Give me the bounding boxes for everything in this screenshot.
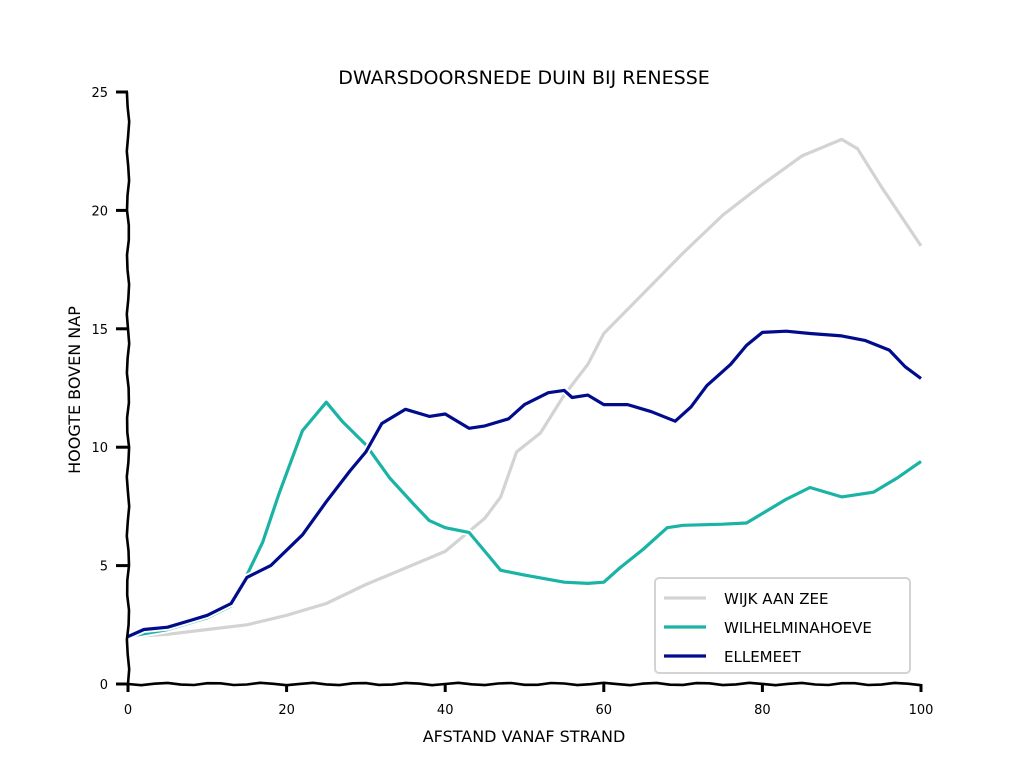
x-tick-label: 60 [596, 703, 613, 718]
x-tick-label: 0 [124, 703, 132, 718]
y-tick-label: 5 [100, 560, 108, 575]
y-tick-label: 10 [91, 441, 108, 456]
y-tick-label: 20 [91, 204, 108, 219]
y-axis-line [125, 91, 131, 685]
y-axis-label: HOOGTE BOVEN NAP [65, 306, 84, 474]
series-line-ellemeet [127, 329, 922, 639]
x-tick-label: 80 [754, 703, 771, 718]
series-layer [126, 135, 924, 641]
legend-label: WILHELMINAHOEVE [724, 619, 872, 637]
x-axis-label: AFSTAND VANAF STRAND [423, 727, 626, 746]
x-tick-label: 40 [437, 703, 454, 718]
legend: WIJK AAN ZEE WILHELMINAHOEVE ELLEMEET [654, 577, 911, 674]
y-tick-label: 25 [91, 86, 108, 101]
series-halo-0 [127, 135, 924, 641]
y-tick-label: 0 [100, 678, 108, 693]
series-line-wilhelminahoeve [127, 400, 922, 639]
x-tick-label: 100 [909, 703, 934, 718]
axes: 0 20 40 60 80 100 0 5 10 15 20 25 [91, 86, 933, 718]
legend-box [654, 577, 911, 674]
series-line-wijk-aan-zee [127, 137, 923, 639]
legend-label: ELLEMEET [724, 648, 802, 666]
legend-label: WIJK AAN ZEE [724, 590, 828, 608]
x-tick-label: 20 [278, 703, 295, 718]
x-axis-line [127, 681, 922, 687]
chart-title: DWARSDOORSNEDE DUIN BIJ RENESSE [338, 67, 710, 89]
y-tick-label: 15 [91, 323, 108, 338]
